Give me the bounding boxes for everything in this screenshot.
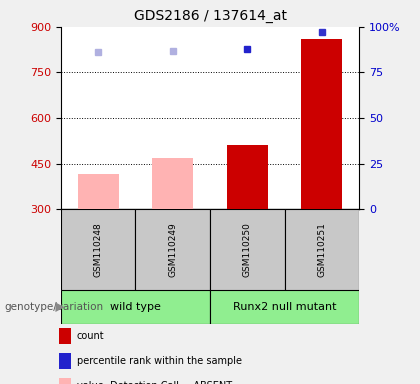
- Text: percentile rank within the sample: percentile rank within the sample: [77, 356, 242, 366]
- Title: GDS2186 / 137614_at: GDS2186 / 137614_at: [134, 9, 286, 23]
- Bar: [210, 209, 285, 290]
- Text: GSM110251: GSM110251: [318, 222, 326, 277]
- Text: wild type: wild type: [110, 302, 161, 312]
- Bar: [78, 174, 119, 209]
- Text: GSM110249: GSM110249: [168, 222, 177, 277]
- Text: count: count: [77, 331, 105, 341]
- Text: Runx2 null mutant: Runx2 null mutant: [233, 302, 336, 312]
- Text: genotype/variation: genotype/variation: [4, 302, 103, 312]
- Bar: [227, 146, 268, 209]
- Bar: [301, 39, 342, 209]
- Text: GSM110248: GSM110248: [94, 222, 102, 277]
- Text: value, Detection Call = ABSENT: value, Detection Call = ABSENT: [77, 381, 232, 384]
- Polygon shape: [55, 302, 65, 312]
- Bar: [135, 209, 210, 290]
- Bar: [61, 290, 210, 324]
- Bar: [285, 209, 359, 290]
- Bar: [152, 157, 193, 209]
- Text: GSM110250: GSM110250: [243, 222, 252, 277]
- Bar: [210, 290, 359, 324]
- Bar: [61, 209, 135, 290]
